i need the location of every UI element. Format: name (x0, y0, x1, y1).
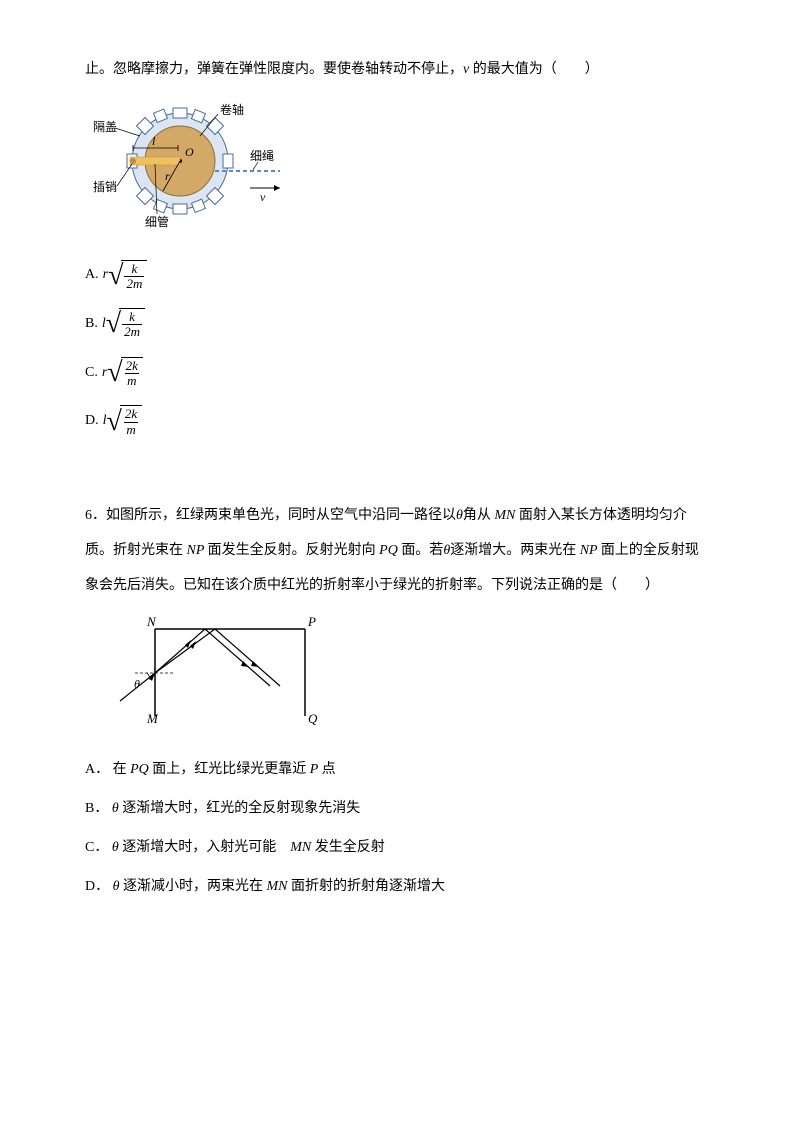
q6c-post: 发生全反射 (315, 840, 385, 855)
q5-option-a: A. r √ k 2m (85, 260, 709, 293)
q6a-p: P (310, 762, 322, 777)
q6a-post: 点 (322, 762, 336, 777)
q5-continuation: 止。忽略摩擦力，弹簧在弹性限度内。要使卷轴转动不停止，v 的最大值为（ ） (85, 55, 709, 86)
q5-diagram: O l r v 隔盖 卷轴 插销 细管 细绳 (85, 96, 709, 244)
q6a-mid: 面上，红光比绿光更靠近 (152, 762, 310, 777)
q5-text-start: 止。忽略摩擦力，弹簧在弹性限度内。要使卷轴转动不停止， (85, 62, 463, 77)
svg-text:θ: θ (134, 677, 140, 691)
q6b-label: B． (85, 801, 108, 816)
label-xiao: 插销 (93, 180, 117, 194)
q6d-post: 面折射的折射角逐渐增大 (291, 879, 445, 894)
q6c-theta: θ (112, 840, 119, 855)
option-a-den: 2m (124, 276, 144, 291)
q5-text-end: 的最大值为（ ） (469, 62, 599, 77)
q5-option-d: D. l √ 2k m (85, 405, 709, 438)
q6-t5: 面。若 (401, 543, 443, 558)
q6-t6: 逐渐增大。两束光在 (450, 543, 580, 558)
option-c-label: C. (85, 358, 98, 389)
q6c-mn: MN (290, 840, 315, 855)
q6d-mn: MN (267, 879, 292, 894)
q6-np2: NP (580, 543, 601, 558)
svg-text:O: O (185, 145, 194, 159)
q6-theta1: θ (456, 508, 463, 523)
label-guan: 细管 (145, 214, 169, 229)
label-gai: 隔盖 (93, 120, 117, 134)
q6d-label: D． (85, 879, 109, 894)
option-b-label: B. (85, 309, 98, 340)
svg-text:M: M (146, 711, 159, 726)
q6-t2: 角从 (463, 508, 495, 523)
q6-number: 6． (85, 508, 106, 523)
q6-t4: 面发生全反射。反射光射向 (208, 543, 380, 558)
q6-text: 6．如图所示，红绿两束单色光，同时从空气中沿同一路径以θ角从 MN 面射入某长方… (85, 498, 709, 603)
option-b-den: 2m (122, 324, 142, 339)
reel-diagram: O l r v 隔盖 卷轴 插销 细管 细绳 (85, 96, 305, 231)
q6b-theta: θ (112, 801, 119, 816)
q6-diagram: N P M Q θ (115, 611, 709, 744)
q6a-pq: PQ (130, 762, 152, 777)
q6-t1: 如图所示，红绿两束单色光，同时从空气中沿同一路径以 (106, 508, 456, 523)
option-d-num: 2k (123, 407, 139, 421)
q6-option-c: C． θ 逐渐增大时，入射光可能 MN 发生全反射 (85, 830, 709, 865)
q6-option-a: A． 在 PQ 面上，红光比绿光更靠近 P 点 (85, 752, 709, 787)
refraction-diagram: N P M Q θ (115, 611, 325, 731)
q6b-text: 逐渐增大时，红光的全反射现象先消失 (119, 801, 361, 816)
q6a-label: A． (85, 762, 109, 777)
q6c-pre: 逐渐增大时，入射光可能 (119, 840, 291, 855)
option-c-den: m (125, 373, 138, 388)
q5-option-c: C. r √ 2k m (85, 357, 709, 390)
svg-text:N: N (146, 614, 157, 629)
option-c-num: 2k (124, 359, 140, 373)
q6-pq1: PQ (379, 543, 401, 558)
q6-option-d: D． θ 逐渐减小时，两束光在 MN 面折射的折射角逐渐增大 (85, 869, 709, 904)
option-d-label: D. (85, 406, 99, 437)
q6-mn1: MN (494, 508, 519, 523)
svg-text:r: r (165, 169, 170, 183)
label-sheng: 细绳 (250, 149, 274, 163)
svg-text:P: P (307, 614, 316, 629)
svg-text:v: v (260, 190, 266, 204)
svg-text:Q: Q (308, 711, 318, 726)
q6c-label: C． (85, 840, 108, 855)
q6-option-b: B． θ 逐渐增大时，红光的全反射现象先消失 (85, 791, 709, 826)
q6-np1: NP (187, 543, 208, 558)
option-a-label: A. (85, 260, 99, 291)
q6a-pre: 在 (113, 762, 131, 777)
option-d-den: m (124, 422, 137, 437)
q5-option-b: B. l √ k 2m (85, 308, 709, 341)
question-6: 6．如图所示，红绿两束单色光，同时从空气中沿同一路径以θ角从 MN 面射入某长方… (85, 498, 709, 904)
q6d-pre: 逐渐减小时，两束光在 (120, 879, 267, 894)
q6d-theta: θ (113, 879, 120, 894)
label-zhou: 卷轴 (220, 102, 244, 117)
option-b-num: k (127, 310, 137, 324)
option-a-num: k (130, 262, 140, 276)
